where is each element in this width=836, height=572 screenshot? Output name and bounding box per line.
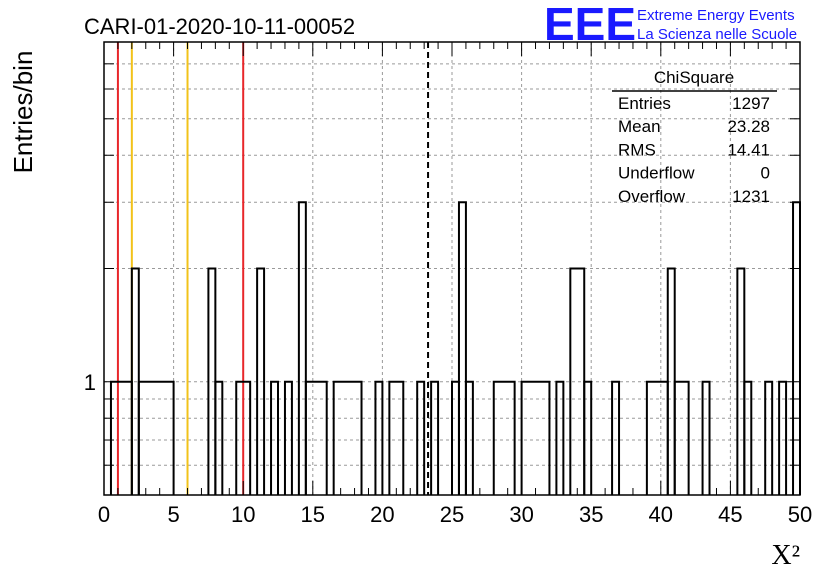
- histogram-bar: [332, 380, 363, 495]
- histogram-bar: [235, 380, 252, 495]
- eee-logo: EEE Extreme Energy Events La Scienza nel…: [544, 0, 797, 50]
- stats-row-label: Overflow: [618, 187, 686, 206]
- histogram-bar: [583, 380, 593, 495]
- histogram-bar: [416, 380, 426, 495]
- logo-mark: EEE: [544, 0, 636, 50]
- x-tick-label: 15: [301, 502, 325, 527]
- stats-row-value: 0: [761, 164, 770, 183]
- x-tick-label: 25: [440, 502, 464, 527]
- x-tick-label: 40: [649, 502, 673, 527]
- histogram-bar: [492, 380, 516, 495]
- histogram-bar: [283, 380, 293, 495]
- x-tick-label: 5: [167, 502, 179, 527]
- chart-title: CARI-01-2020-10-11-00052: [84, 14, 355, 39]
- stats-row-value: 14.41: [727, 140, 770, 159]
- y-tick-label: 1: [84, 370, 96, 395]
- axis-ticks: 0 5 10 15 20 25 30 35 40 45 50 1: [84, 41, 812, 527]
- histogram-bar: [520, 380, 551, 495]
- histogram-bar: [464, 380, 474, 495]
- x-axis-label: X²: [771, 540, 800, 571]
- stats-box: ChiSquare Entries 1297 Mean 23.28 RMS 14.41 Un…: [612, 68, 777, 206]
- histogram: [109, 201, 801, 495]
- histogram-bar: [430, 380, 440, 495]
- stats-row-label: RMS: [618, 140, 656, 159]
- logo-line-2: La Scienza nelle Scuole: [637, 26, 797, 43]
- stats-row-label: Underflow: [618, 164, 695, 183]
- histogram-bar: [137, 380, 175, 495]
- histogram-bar: [611, 380, 621, 495]
- x-tick-label: 45: [718, 502, 742, 527]
- histogram-bar: [374, 380, 384, 495]
- histogram-bar: [743, 380, 753, 495]
- histogram-bar: [457, 201, 467, 495]
- histogram-bar: [297, 201, 307, 495]
- histogram-bar: [701, 380, 711, 495]
- logo-line-1: Extreme Energy Events: [637, 7, 795, 24]
- histogram-bar: [792, 201, 801, 495]
- x-tick-label: 50: [788, 502, 812, 527]
- x-tick-label: 0: [98, 502, 110, 527]
- stats-row-label: Mean: [618, 117, 661, 136]
- stats-row-value: 1231: [732, 187, 770, 206]
- stats-row-value: 1297: [732, 94, 770, 113]
- x-tick-label: 10: [231, 502, 255, 527]
- x-tick-label: 20: [370, 502, 394, 527]
- histogram-bar: [256, 267, 266, 495]
- stats-row-label: Entries: [618, 94, 671, 113]
- histogram-bar: [270, 380, 279, 495]
- histogram-bar: [673, 380, 690, 495]
- x-tick-label: 30: [509, 502, 533, 527]
- histogram-bar: [388, 380, 405, 495]
- histogram-bar: [555, 380, 565, 495]
- histogram-bar: [764, 380, 774, 495]
- histogram-bar: [214, 380, 224, 495]
- stats-title: ChiSquare: [654, 68, 734, 87]
- stats-row-value: 23.28: [727, 117, 770, 136]
- y-axis-label: Entries/bin: [8, 51, 38, 174]
- histogram-bar: [304, 380, 328, 495]
- x-tick-label: 35: [579, 502, 603, 527]
